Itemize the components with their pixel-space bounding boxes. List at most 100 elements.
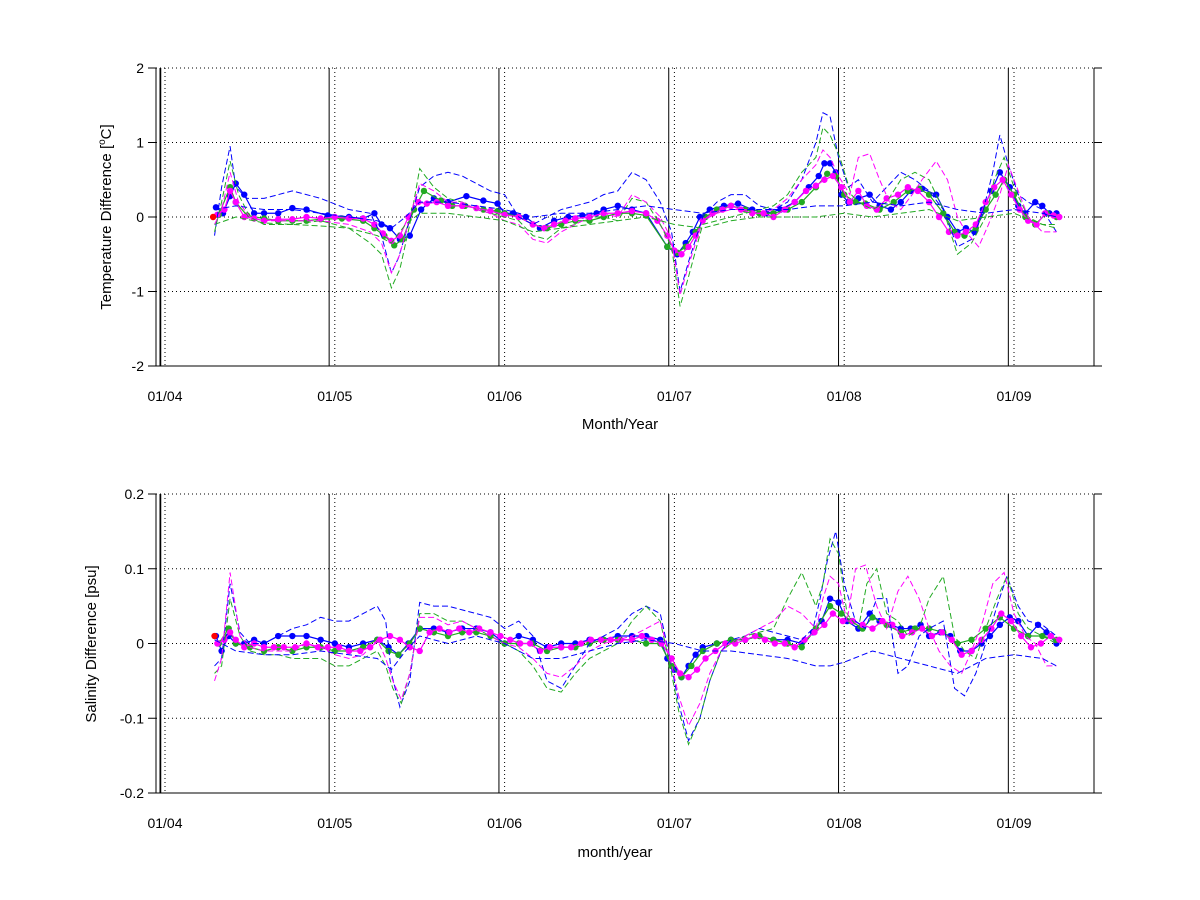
temperature-data-point — [954, 232, 961, 239]
salinity-data-point — [702, 655, 709, 662]
salinity-x-tick-label: 01/09 — [996, 815, 1031, 831]
salinity-data-point — [416, 625, 423, 632]
temperature-data-point — [317, 215, 324, 222]
temperature-data-point — [275, 216, 282, 223]
temperature-y-tick-label: 1 — [136, 135, 144, 151]
temperature-data-point — [791, 198, 798, 206]
salinity-data-point — [958, 651, 965, 658]
temperature-data-point — [338, 215, 346, 222]
temperature-plot-area — [209, 111, 1063, 307]
temperature-y-label-main: Temperature Difference [ — [98, 144, 115, 310]
salinity-y-tick-label: 0.1 — [125, 561, 145, 577]
salinity-data-point — [968, 636, 975, 643]
salinity-data-point — [226, 629, 234, 636]
salinity-data-point — [487, 629, 494, 636]
salinity-data-point — [345, 647, 353, 655]
salinity-axes-frame — [148, 493, 1102, 794]
temperature-data-point — [996, 169, 1004, 176]
salinity-data-point — [303, 632, 310, 640]
temperature-data-point — [303, 213, 310, 221]
temperature-data-point — [572, 215, 579, 222]
salinity-plot-area — [211, 531, 1063, 746]
temperature-grid — [156, 67, 1094, 367]
temperature-data-point — [824, 170, 831, 177]
temperature-envelope-line — [214, 149, 1057, 296]
temperature-x-tick-label: 01/09 — [996, 388, 1031, 404]
temperature-data-point — [417, 206, 425, 213]
salinity-data-point — [436, 625, 443, 632]
salinity-data-point — [713, 640, 721, 647]
temperature-difference-panel: -2 -1 0 1 2 01/04 01/05 01/06 01/07 01/08 01/09 Mo… — [97, 60, 1102, 433]
salinity-data-point — [1039, 632, 1046, 640]
salinity-data-point — [948, 636, 955, 643]
salinity-data-point — [314, 644, 322, 651]
temperature-series-line — [215, 162, 1057, 256]
salinity-data-point — [577, 640, 585, 647]
temperature-data-point — [664, 243, 671, 250]
salinity-x-tick-label: 01/07 — [657, 815, 692, 831]
salinity-data-point — [475, 625, 483, 632]
salinity-data-point — [546, 644, 554, 651]
salinity-data-point — [357, 647, 364, 655]
temperature-data-point — [812, 182, 820, 189]
temperature-data-point — [678, 251, 685, 258]
salinity-data-point — [751, 632, 759, 640]
salinity-data-point — [597, 636, 605, 643]
temperature-x-tick-label: 01/04 — [147, 388, 182, 404]
salinity-data-point — [466, 629, 473, 636]
temperature-data-point — [1056, 213, 1063, 221]
salinity-data-point — [829, 610, 837, 617]
salinity-data-point — [918, 625, 926, 632]
temperature-data-point — [562, 217, 569, 224]
salinity-data-point — [324, 644, 331, 651]
salinity-data-point — [978, 636, 985, 643]
salinity-data-point — [899, 632, 906, 640]
temperature-data-point — [821, 160, 828, 167]
salinity-data-point — [211, 632, 218, 640]
salinity-data-point — [791, 644, 798, 651]
temperature-data-point — [802, 187, 810, 195]
salinity-data-point — [1034, 621, 1042, 629]
salinity-data-point — [859, 621, 866, 629]
temperature-y-axis-label: Temperature Difference [oC] — [97, 124, 115, 309]
salinity-data-point — [1007, 617, 1015, 625]
temperature-data-point — [709, 210, 716, 217]
temperature-data-point — [250, 210, 258, 217]
temperature-data-point — [275, 210, 282, 217]
temperature-data-point — [406, 232, 413, 239]
salinity-data-point — [446, 629, 453, 636]
temperature-data-point — [760, 210, 767, 217]
salinity-x-axis-label: month/year — [577, 844, 652, 861]
temperature-envelope-line — [214, 126, 1057, 307]
salinity-data-point — [395, 651, 402, 658]
salinity-data-point — [986, 632, 994, 640]
temperature-data-point — [846, 198, 854, 206]
temperature-data-point — [1033, 221, 1040, 228]
temperature-x-tick-label: 01/08 — [827, 388, 862, 404]
salinity-data-point — [1056, 636, 1063, 643]
temperature-data-point — [1016, 206, 1023, 213]
salinity-data-point — [996, 621, 1004, 629]
salinity-data-point — [998, 610, 1005, 617]
salinity-data-point — [811, 629, 818, 636]
salinity-series-line — [218, 605, 1057, 679]
temperature-data-point — [798, 198, 805, 206]
temperature-y-tick-label: -1 — [132, 284, 145, 300]
salinity-tick-labels: -0.2 -0.1 0 0.1 0.2 01/04 01/05 01/06 01/07 01/08… — [120, 486, 1032, 831]
temperature-data-point — [727, 202, 735, 210]
temperature-data-point — [1007, 191, 1015, 198]
temperature-y-tick-label: 0 — [136, 209, 144, 225]
temperature-data-point — [371, 210, 378, 217]
temperature-data-point — [914, 187, 921, 195]
temperature-data-point — [371, 221, 378, 228]
salinity-x-tick-label: 01/08 — [827, 815, 862, 831]
temperature-data-point — [829, 172, 837, 180]
temperature-data-point — [226, 187, 234, 195]
temperature-tick-labels: -2 -1 0 1 2 01/04 01/05 01/06 01/07 01/08 01/09 — [132, 60, 1032, 404]
temperature-x-tick-label: 01/06 — [487, 388, 522, 404]
salinity-data-point — [515, 632, 522, 640]
temperature-data-point — [289, 204, 296, 212]
temperature-data-point — [415, 198, 422, 206]
temperature-data-point — [945, 228, 953, 236]
salinity-data-point — [688, 662, 695, 670]
